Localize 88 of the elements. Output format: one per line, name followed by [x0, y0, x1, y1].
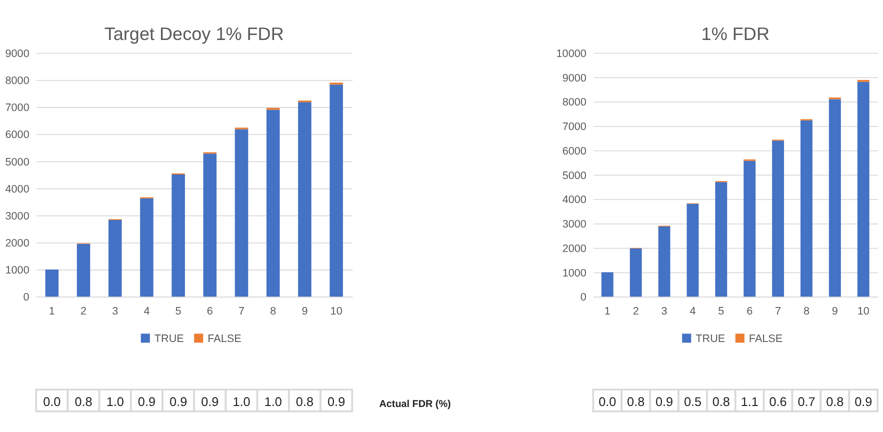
y-tick-label: 2000 [562, 242, 586, 255]
y-tick-label: 8000 [5, 75, 30, 88]
bar [715, 182, 728, 297]
bar [330, 84, 343, 297]
text: 0.8 [296, 394, 314, 409]
text: 0.9 [138, 394, 156, 409]
bar [298, 102, 312, 297]
text: 0.0 [43, 394, 61, 409]
x-tick-label: 10 [330, 305, 342, 318]
text: 0.9 [201, 394, 219, 409]
y-tick-label: 8000 [562, 96, 586, 109]
y-tick-label: 10000 [556, 48, 586, 60]
bar [266, 110, 280, 297]
legend-label: TRUE [154, 332, 184, 345]
x-tick-label: 7 [775, 305, 782, 318]
text: 0.8 [826, 394, 844, 409]
bar [630, 248, 642, 297]
bar [772, 140, 784, 297]
text: Actual FDR (%) [379, 398, 451, 410]
bar [828, 99, 841, 297]
chart-title: 1% FDR [701, 24, 770, 44]
y-tick-label: 0 [23, 292, 30, 304]
bar [76, 244, 90, 297]
legend-label: FALSE [208, 332, 242, 345]
x-tick-label: 2 [80, 305, 87, 318]
x-tick-label: 1 [604, 305, 610, 318]
text: 0.9 [854, 394, 872, 409]
text: 1.1 [740, 394, 758, 409]
text: 0.0 [598, 394, 616, 409]
legend-label: TRUE [696, 332, 726, 345]
bar [686, 204, 699, 297]
chart-title: Target Decoy 1% FDR [104, 24, 284, 44]
x-tick-label: 3 [112, 305, 118, 318]
y-tick-label: 4000 [562, 194, 586, 206]
bar [744, 160, 756, 297]
x-tick-label: 8 [803, 305, 810, 318]
x-tick-label: 5 [175, 305, 182, 318]
x-tick-label: 5 [718, 305, 724, 318]
bar [140, 198, 154, 297]
text: 0.8 [627, 394, 645, 409]
text: 0.6 [769, 394, 787, 409]
y-tick-label: 7000 [562, 121, 586, 134]
y-tick-label: 3000 [562, 218, 586, 231]
bar [45, 270, 59, 297]
x-tick-label: 9 [302, 305, 308, 318]
y-tick-label: 6000 [562, 145, 586, 158]
x-tick-label: 6 [206, 305, 213, 318]
y-tick-label: 1000 [5, 264, 30, 277]
text: 0.9 [170, 394, 188, 409]
y-tick-label: 2000 [5, 238, 30, 250]
text: 1.0 [232, 394, 250, 409]
y-tick-label: 1000 [562, 267, 586, 280]
text: 0.9 [656, 394, 674, 409]
x-tick-label: 2 [632, 305, 639, 318]
y-tick-label: 3000 [5, 210, 30, 222]
text: 0.8 [712, 394, 730, 409]
x-tick-label: 1 [48, 305, 55, 318]
bar [234, 129, 248, 297]
text: 0.8 [74, 394, 92, 409]
y-tick-label: 5000 [5, 156, 30, 168]
text: 0.9 [328, 394, 346, 409]
bar [658, 226, 670, 297]
x-tick-label: 6 [746, 305, 753, 318]
legend-label: FALSE [748, 332, 783, 345]
y-tick-label: 6000 [5, 129, 30, 142]
bar [857, 82, 870, 297]
bar [203, 154, 217, 297]
x-tick-label: 9 [832, 305, 838, 318]
text: 1.0 [264, 394, 282, 409]
y-tick-label: 0 [580, 292, 586, 304]
y-tick-label: 5000 [562, 170, 586, 182]
x-tick-label: 4 [690, 305, 696, 318]
x-tick-label: 8 [270, 305, 276, 318]
x-tick-label: 3 [661, 305, 668, 318]
y-tick-label: 9000 [562, 72, 586, 84]
y-tick-label: 7000 [5, 102, 30, 114]
y-tick-label: 9000 [5, 48, 30, 60]
bar [601, 272, 614, 297]
bar [172, 174, 185, 297]
text: 1.0 [106, 394, 124, 409]
bar [108, 220, 122, 297]
x-tick-label: 7 [238, 305, 245, 318]
x-tick-label: 4 [144, 305, 150, 318]
x-tick-label: 10 [857, 305, 870, 318]
text: 0.5 [684, 394, 702, 409]
text: 0.7 [798, 394, 816, 409]
bar [800, 120, 812, 297]
y-tick-label: 4000 [5, 183, 30, 196]
